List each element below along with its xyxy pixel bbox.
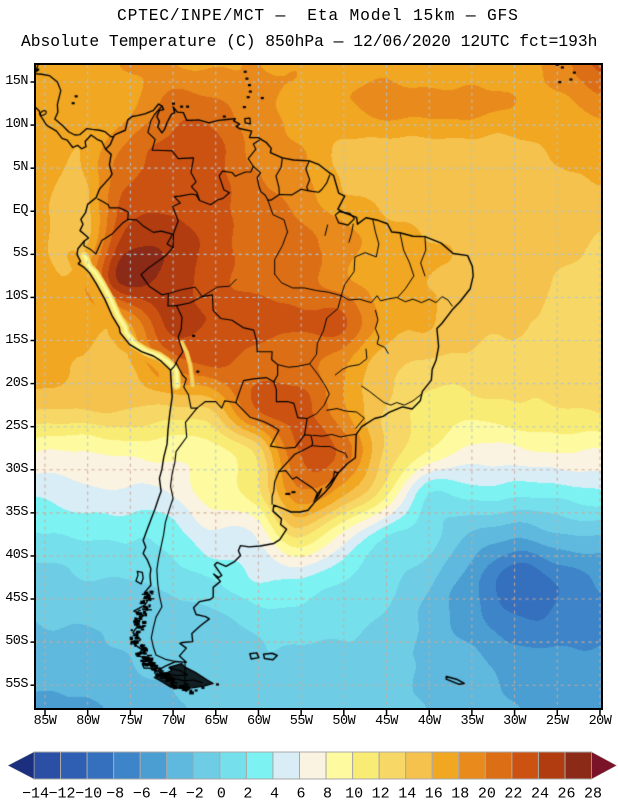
svg-text:10: 10 <box>345 786 363 800</box>
svg-text:−8: −8 <box>106 786 124 800</box>
svg-text:6: 6 <box>296 786 305 800</box>
svg-text:0: 0 <box>217 786 226 800</box>
svg-text:18: 18 <box>451 786 469 800</box>
svg-text:12: 12 <box>372 786 390 800</box>
svg-text:24: 24 <box>531 786 549 800</box>
svg-text:2: 2 <box>243 786 252 800</box>
svg-text:−12: −12 <box>49 786 76 800</box>
svg-text:−10: −10 <box>75 786 102 800</box>
svg-text:22: 22 <box>504 786 522 800</box>
svg-text:−2: −2 <box>186 786 204 800</box>
svg-text:4: 4 <box>270 786 279 800</box>
svg-text:−14: −14 <box>22 786 49 800</box>
svg-text:8: 8 <box>323 786 332 800</box>
svg-text:−6: −6 <box>133 786 151 800</box>
svg-text:28: 28 <box>584 786 602 800</box>
svg-text:14: 14 <box>398 786 416 800</box>
svg-text:16: 16 <box>425 786 443 800</box>
svg-text:26: 26 <box>557 786 575 800</box>
svg-text:20: 20 <box>478 786 496 800</box>
svg-text:−4: −4 <box>159 786 177 800</box>
